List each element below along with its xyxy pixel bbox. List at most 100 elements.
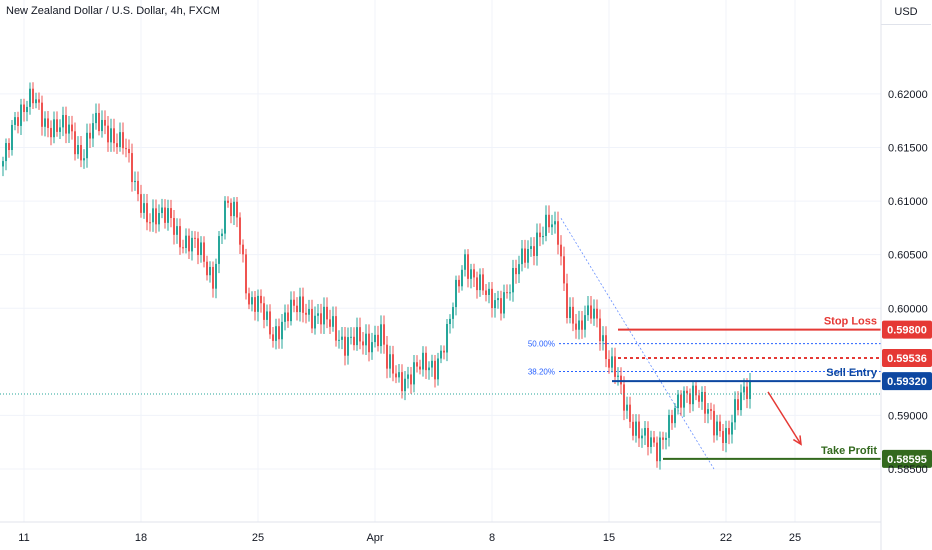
candle-body bbox=[23, 104, 25, 113]
candle-body bbox=[89, 132, 91, 139]
fib-trend-line bbox=[560, 218, 715, 470]
candle-body bbox=[590, 305, 592, 319]
candle-body bbox=[665, 437, 667, 440]
chart-grid bbox=[0, 0, 881, 522]
candle-body bbox=[2, 161, 4, 167]
candle-body bbox=[347, 337, 349, 356]
candle-body bbox=[182, 247, 184, 249]
candle-body bbox=[575, 323, 577, 330]
candle-body bbox=[368, 333, 370, 353]
candle-body bbox=[539, 232, 541, 238]
candle-body bbox=[161, 207, 163, 214]
candle-body bbox=[560, 244, 562, 257]
candle-body bbox=[41, 102, 43, 127]
candle-body bbox=[740, 392, 742, 411]
candle-body bbox=[212, 266, 214, 289]
candle-body bbox=[638, 421, 640, 439]
candle-body bbox=[53, 119, 55, 138]
candle-body bbox=[71, 124, 73, 132]
candle-body bbox=[227, 200, 229, 203]
candle-body bbox=[110, 128, 112, 143]
candle-body bbox=[668, 414, 670, 438]
candle-body bbox=[305, 312, 307, 315]
candle-body bbox=[287, 312, 289, 322]
candle-body bbox=[260, 295, 262, 304]
candle-body bbox=[323, 306, 325, 325]
candle-body bbox=[626, 404, 628, 411]
price-tag-value: 0.59320 bbox=[887, 376, 927, 388]
candle-body bbox=[749, 381, 751, 399]
candle-body bbox=[674, 408, 676, 424]
candle-body bbox=[683, 390, 685, 408]
trade-levels: Stop Loss 0.59800 0.59536 Sell Entry 0.59320… bbox=[0, 316, 932, 468]
candle-body bbox=[206, 261, 208, 276]
candle-body bbox=[662, 437, 664, 440]
candle-body bbox=[479, 274, 481, 291]
candle-body bbox=[197, 238, 199, 256]
candle-body bbox=[650, 437, 652, 447]
candle-body bbox=[86, 132, 88, 159]
candle-body bbox=[686, 390, 688, 394]
candle-body bbox=[434, 360, 436, 380]
candle-body bbox=[470, 269, 472, 279]
candle-body bbox=[158, 213, 160, 225]
candle-body bbox=[566, 283, 568, 319]
candle-body bbox=[380, 324, 382, 347]
candle-body bbox=[218, 236, 220, 264]
candle-body bbox=[461, 269, 463, 287]
candle-body bbox=[506, 292, 508, 294]
candle-body bbox=[119, 132, 121, 148]
candle-body bbox=[140, 194, 142, 213]
candle-body bbox=[557, 221, 559, 245]
candle-body bbox=[209, 266, 211, 276]
candle-body bbox=[374, 334, 376, 343]
candle-body bbox=[623, 384, 625, 411]
candle-body bbox=[440, 350, 442, 359]
level-label: Sell Entry bbox=[826, 367, 878, 379]
candle-body bbox=[536, 232, 538, 256]
candle-body bbox=[395, 373, 397, 378]
candle-body bbox=[221, 233, 223, 237]
time-tick-label: 8 bbox=[489, 532, 495, 544]
candle-body bbox=[383, 324, 385, 345]
candle-body bbox=[641, 435, 643, 439]
candle-body bbox=[113, 128, 115, 144]
candle-body bbox=[449, 318, 451, 324]
candle-body bbox=[101, 119, 103, 132]
candle-body bbox=[269, 311, 271, 335]
price-tag bbox=[882, 372, 932, 391]
candle-body bbox=[365, 333, 367, 346]
candle-body bbox=[107, 125, 109, 143]
candle-body bbox=[233, 201, 235, 217]
price-tag bbox=[882, 449, 932, 468]
candle-body bbox=[497, 298, 499, 301]
price-tick-label: 0.58500 bbox=[888, 464, 928, 476]
candle-body bbox=[230, 202, 232, 217]
candle-body bbox=[170, 208, 172, 219]
candle-body bbox=[92, 123, 94, 139]
candle-body bbox=[425, 352, 427, 371]
candle-body bbox=[191, 237, 193, 252]
candle-body bbox=[476, 277, 478, 291]
candle-body bbox=[356, 327, 358, 346]
candle-body bbox=[371, 342, 373, 353]
candle-body bbox=[692, 385, 694, 405]
candle-body bbox=[569, 306, 571, 319]
candle-body bbox=[635, 421, 637, 436]
candle-body bbox=[554, 221, 556, 225]
price-tick-label: 0.61000 bbox=[888, 196, 928, 208]
candle-body bbox=[116, 143, 118, 148]
candle-body bbox=[512, 267, 514, 293]
candle-body bbox=[410, 374, 412, 385]
projection-line bbox=[767, 391, 802, 445]
candle-body bbox=[65, 115, 67, 134]
candle-body bbox=[311, 308, 313, 329]
candle-body bbox=[155, 208, 157, 225]
candle-body bbox=[251, 297, 253, 305]
candle-body bbox=[428, 367, 430, 371]
currency-label[interactable]: USD bbox=[881, 0, 931, 25]
candle-body bbox=[173, 218, 175, 235]
candle-body bbox=[377, 334, 379, 347]
candle-body bbox=[581, 320, 583, 330]
